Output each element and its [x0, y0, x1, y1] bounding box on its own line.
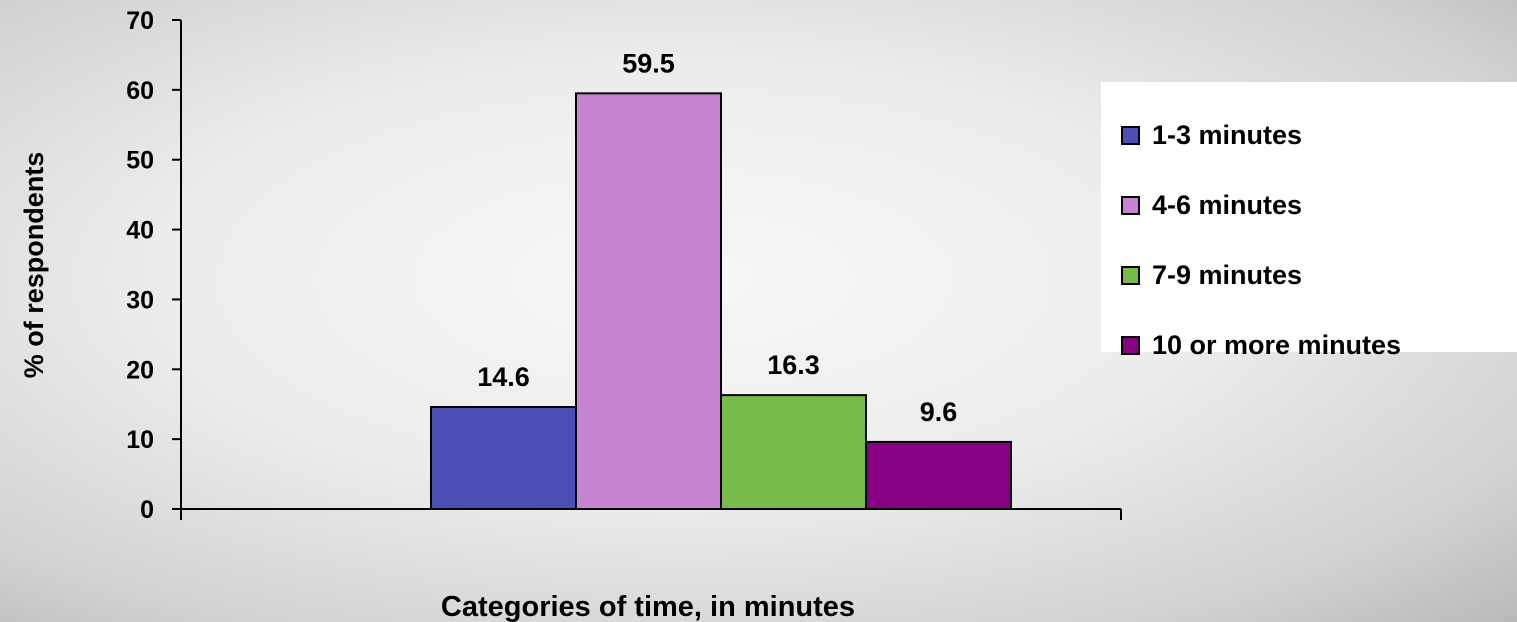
x-axis-title: Categories of time, in minutes	[441, 591, 855, 622]
bars	[430, 92, 1012, 511]
legend-label: 10 or more minutes	[1152, 329, 1402, 360]
legend-swatch	[1121, 195, 1140, 215]
bar-value-label: 9.6	[920, 397, 958, 427]
legend-swatch	[1121, 265, 1140, 285]
y-axis-title: % of respondents	[19, 152, 49, 379]
x-axis	[180, 508, 1122, 520]
bar-value-label: 14.6	[477, 362, 530, 392]
bar-3	[720, 394, 867, 510]
legend-item: 4-6 minutes	[1121, 170, 1517, 240]
legend-label: 1-3 minutes	[1152, 119, 1303, 150]
y-axis: 0 10 20 30 40 50 60 70	[126, 7, 182, 524]
bar-value-label: 16.3	[767, 350, 820, 380]
legend-item: 7-9 minutes	[1121, 240, 1517, 310]
y-tick-label: 70	[126, 7, 154, 35]
y-tick-label: 30	[126, 286, 154, 314]
y-tick-label: 40	[126, 217, 154, 245]
legend-item: 1-3 minutes	[1121, 100, 1517, 170]
legend-item: 10 or more minutes	[1121, 310, 1517, 380]
y-tick-label: 0	[140, 496, 154, 524]
legend-label: 7-9 minutes	[1152, 259, 1303, 290]
y-tick-label: 60	[126, 77, 154, 105]
bar-2	[575, 92, 722, 510]
legend: 1-3 minutes 4-6 minutes 7-9 minutes 10 or m…	[1101, 82, 1517, 360]
legend-swatch	[1121, 125, 1140, 145]
bar-value-label: 59.5	[622, 48, 675, 78]
y-tick-label: 10	[126, 426, 154, 454]
bar-labels: 14.6 59.5 16.3 9.6	[477, 48, 957, 427]
bar-1	[430, 406, 577, 511]
y-tick-label: 20	[126, 356, 154, 384]
legend-swatch	[1121, 335, 1140, 355]
bar-4	[865, 440, 1012, 510]
y-tick-label: 50	[126, 147, 154, 175]
legend-label: 4-6 minutes	[1152, 189, 1303, 220]
